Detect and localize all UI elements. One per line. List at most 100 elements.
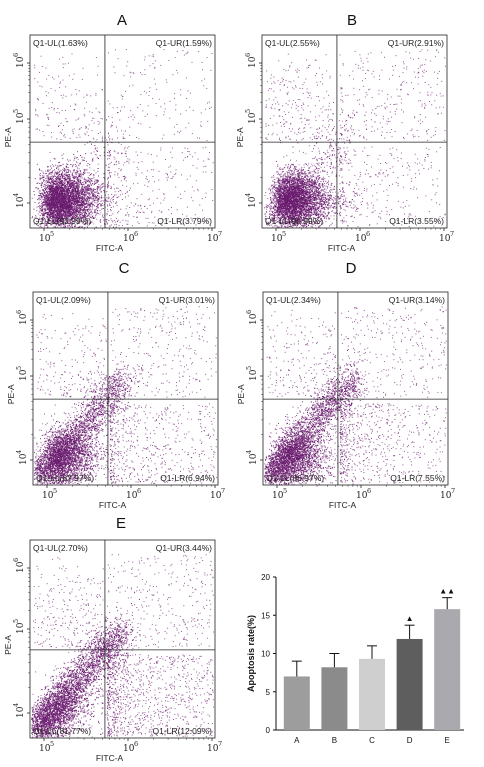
event-point <box>64 195 65 196</box>
event-point <box>77 177 78 178</box>
event-point <box>90 206 91 207</box>
event-point <box>108 197 109 198</box>
event-point <box>64 176 65 177</box>
event-point <box>70 194 71 195</box>
event-point <box>81 174 82 175</box>
event-point <box>111 125 112 126</box>
event-point <box>67 172 68 173</box>
event-point <box>105 219 106 220</box>
event-point <box>62 183 63 184</box>
event-point <box>87 204 88 205</box>
event-point <box>49 186 50 187</box>
event-point <box>76 206 77 207</box>
event-point <box>75 185 76 186</box>
event-point <box>93 138 94 139</box>
event-point <box>72 191 73 192</box>
event-point <box>79 191 80 192</box>
event-point <box>120 222 121 223</box>
event-point <box>75 164 76 165</box>
event-point <box>119 225 120 226</box>
event-point <box>100 206 101 207</box>
event-point <box>178 197 179 198</box>
event-point <box>60 176 61 177</box>
event-point <box>66 206 67 207</box>
event-point <box>46 199 47 200</box>
event-point <box>82 177 83 178</box>
event-point <box>55 201 56 202</box>
event-point <box>78 187 79 188</box>
event-point <box>92 158 93 159</box>
event-point <box>86 193 87 194</box>
event-point <box>51 185 52 186</box>
event-point <box>125 177 126 178</box>
event-point <box>163 193 164 194</box>
event-point <box>38 203 39 204</box>
event-point <box>95 196 96 197</box>
event-point <box>97 198 98 199</box>
event-point <box>57 213 58 214</box>
event-point <box>91 178 92 179</box>
event-point <box>130 188 131 189</box>
event-point <box>100 155 101 156</box>
event-point <box>97 195 98 196</box>
event-point <box>63 184 64 185</box>
event-point <box>114 174 115 175</box>
event-point <box>74 208 75 209</box>
event-point <box>99 196 100 197</box>
event-point <box>97 207 98 208</box>
event-point <box>101 195 102 196</box>
event-point <box>90 183 91 184</box>
event-point <box>62 155 63 156</box>
event-point <box>72 227 73 228</box>
event-point <box>45 184 46 185</box>
event-point <box>76 210 77 211</box>
event-point <box>55 187 56 188</box>
event-point <box>91 193 92 194</box>
event-point <box>67 213 68 214</box>
event-point <box>35 202 36 203</box>
event-point <box>90 179 91 180</box>
event-point <box>66 166 67 167</box>
event-point <box>77 151 78 152</box>
event-point <box>82 199 83 200</box>
event-point <box>168 209 169 210</box>
event-point <box>70 176 71 177</box>
event-point <box>59 212 60 213</box>
event-point <box>62 198 63 199</box>
event-point <box>62 181 63 182</box>
event-point <box>85 195 86 196</box>
event-point <box>106 119 107 120</box>
event-point <box>67 191 68 192</box>
event-point <box>182 214 183 215</box>
event-point <box>62 208 63 209</box>
event-point <box>49 170 50 171</box>
event-point <box>60 183 61 184</box>
event-point <box>52 189 53 190</box>
event-point <box>84 172 85 173</box>
event-point <box>87 196 88 197</box>
event-point <box>42 193 43 194</box>
event-point <box>42 183 43 184</box>
event-point <box>117 205 118 206</box>
event-point <box>97 200 98 201</box>
event-point <box>57 200 58 201</box>
event-point <box>92 191 93 192</box>
event-point <box>50 214 51 215</box>
event-point <box>180 194 181 195</box>
event-point <box>68 226 69 227</box>
event-point <box>82 184 83 185</box>
event-point <box>83 189 84 190</box>
event-point <box>115 195 116 196</box>
event-point <box>87 185 88 186</box>
event-point <box>157 156 158 157</box>
event-point <box>76 196 77 197</box>
event-point <box>33 209 34 210</box>
event-point <box>94 210 95 211</box>
event-point <box>97 191 98 192</box>
event-point <box>45 210 46 211</box>
event-point <box>163 200 164 201</box>
event-point <box>40 178 41 179</box>
event-point <box>95 195 96 196</box>
event-point <box>80 202 81 203</box>
event-point <box>72 174 73 175</box>
